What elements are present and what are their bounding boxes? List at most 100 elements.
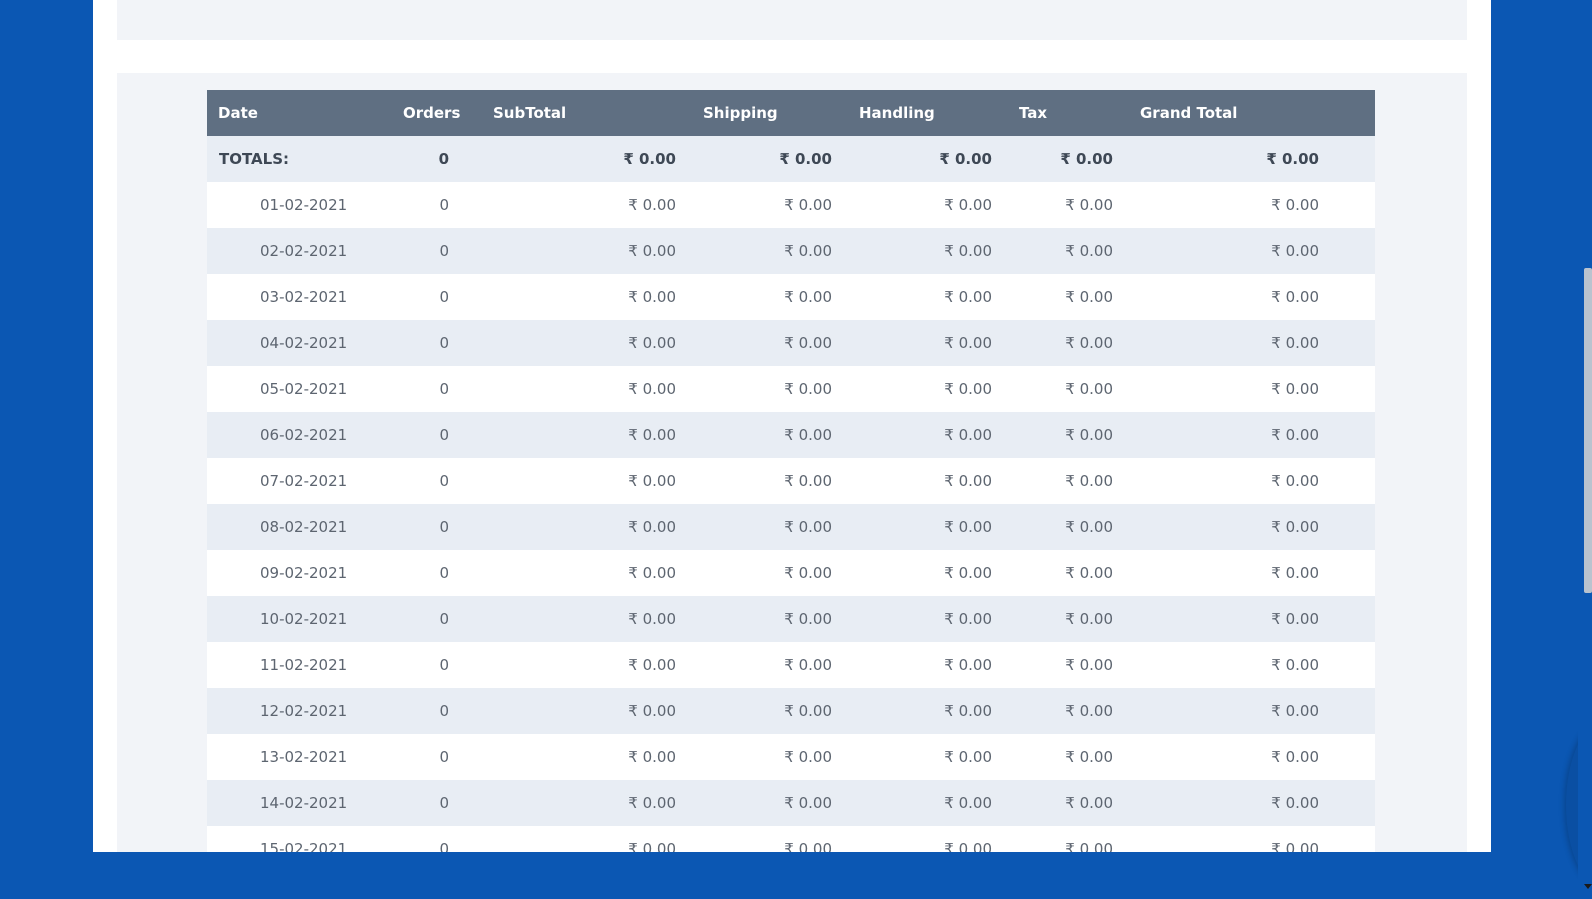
row-handling: ₹ 0.00 <box>848 412 1008 458</box>
totals-orders: 0 <box>392 136 482 182</box>
row-shipping: ₹ 0.00 <box>692 458 848 504</box>
row-tax: ₹ 0.00 <box>1008 642 1129 688</box>
row-handling: ₹ 0.00 <box>848 734 1008 780</box>
row-grand-total: ₹ 0.00 <box>1129 688 1375 734</box>
column-header-tax[interactable]: Tax <box>1008 90 1129 136</box>
scroll-down-arrow-icon[interactable] <box>1584 884 1592 889</box>
row-shipping: ₹ 0.00 <box>692 182 848 228</box>
row-subtotal: ₹ 0.00 <box>482 412 692 458</box>
row-grand-total: ₹ 0.00 <box>1129 228 1375 274</box>
row-grand-total: ₹ 0.00 <box>1129 320 1375 366</box>
row-shipping: ₹ 0.00 <box>692 596 848 642</box>
row-grand-total: ₹ 0.00 <box>1129 412 1375 458</box>
totals-row: TOTALS: 0 ₹ 0.00 ₹ 0.00 ₹ 0.00 ₹ 0.00 ₹ … <box>207 136 1375 182</box>
table-row: 09-02-2021 0 ₹ 0.00 ₹ 0.00 ₹ 0.00 ₹ 0.00 ₹ 0.0… <box>207 550 1375 596</box>
row-tax: ₹ 0.00 <box>1008 320 1129 366</box>
row-subtotal: ₹ 0.00 <box>482 642 692 688</box>
row-handling: ₹ 0.00 <box>848 642 1008 688</box>
table-row: 07-02-2021 0 ₹ 0.00 ₹ 0.00 ₹ 0.00 ₹ 0.00 ₹ 0.0… <box>207 458 1375 504</box>
row-shipping: ₹ 0.00 <box>692 366 848 412</box>
row-orders: 0 <box>392 596 482 642</box>
row-date: 13-02-2021 <box>207 734 392 780</box>
table-row: 05-02-2021 0 ₹ 0.00 ₹ 0.00 ₹ 0.00 ₹ 0.00 ₹ 0.0… <box>207 366 1375 412</box>
row-tax: ₹ 0.00 <box>1008 458 1129 504</box>
row-tax: ₹ 0.00 <box>1008 550 1129 596</box>
row-subtotal: ₹ 0.00 <box>482 550 692 596</box>
row-handling: ₹ 0.00 <box>848 366 1008 412</box>
row-subtotal: ₹ 0.00 <box>482 504 692 550</box>
row-tax: ₹ 0.00 <box>1008 182 1129 228</box>
column-header-grand-total[interactable]: Grand Total <box>1129 90 1375 136</box>
row-date: 05-02-2021 <box>207 366 392 412</box>
row-shipping: ₹ 0.00 <box>692 274 848 320</box>
column-header-orders[interactable]: Orders <box>392 90 482 136</box>
row-orders: 0 <box>392 780 482 826</box>
row-tax: ₹ 0.00 <box>1008 780 1129 826</box>
totals-grand-total: ₹ 0.00 <box>1129 136 1375 182</box>
row-date: 01-02-2021 <box>207 182 392 228</box>
table-row: 04-02-2021 0 ₹ 0.00 ₹ 0.00 ₹ 0.00 ₹ 0.00 ₹ 0.0… <box>207 320 1375 366</box>
row-subtotal: ₹ 0.00 <box>482 826 692 852</box>
row-orders: 0 <box>392 274 482 320</box>
row-orders: 0 <box>392 412 482 458</box>
row-handling: ₹ 0.00 <box>848 458 1008 504</box>
row-orders: 0 <box>392 182 482 228</box>
row-subtotal: ₹ 0.00 <box>482 274 692 320</box>
row-shipping: ₹ 0.00 <box>692 320 848 366</box>
column-header-date[interactable]: Date <box>207 90 392 136</box>
totals-shipping: ₹ 0.00 <box>692 136 848 182</box>
main-content: Date Orders SubTotal Shipping Handling T… <box>93 0 1491 852</box>
row-grand-total: ₹ 0.00 <box>1129 504 1375 550</box>
row-handling: ₹ 0.00 <box>848 182 1008 228</box>
totals-label: TOTALS: <box>207 136 392 182</box>
row-handling: ₹ 0.00 <box>848 274 1008 320</box>
column-header-shipping[interactable]: Shipping <box>692 90 848 136</box>
table-row: 14-02-2021 0 ₹ 0.00 ₹ 0.00 ₹ 0.00 ₹ 0.00 ₹ 0.0… <box>207 780 1375 826</box>
row-grand-total: ₹ 0.00 <box>1129 366 1375 412</box>
row-date: 03-02-2021 <box>207 274 392 320</box>
top-panel <box>117 0 1467 40</box>
row-grand-total: ₹ 0.00 <box>1129 642 1375 688</box>
row-orders: 0 <box>392 504 482 550</box>
row-shipping: ₹ 0.00 <box>692 228 848 274</box>
row-handling: ₹ 0.00 <box>848 780 1008 826</box>
row-shipping: ₹ 0.00 <box>692 412 848 458</box>
column-header-subtotal[interactable]: SubTotal <box>482 90 692 136</box>
row-grand-total: ₹ 0.00 <box>1129 458 1375 504</box>
row-date: 10-02-2021 <box>207 596 392 642</box>
row-shipping: ₹ 0.00 <box>692 734 848 780</box>
row-grand-total: ₹ 0.00 <box>1129 826 1375 852</box>
row-tax: ₹ 0.00 <box>1008 734 1129 780</box>
table-row: 03-02-2021 0 ₹ 0.00 ₹ 0.00 ₹ 0.00 ₹ 0.00 ₹ 0.0… <box>207 274 1375 320</box>
row-orders: 0 <box>392 642 482 688</box>
row-orders: 0 <box>392 826 482 852</box>
totals-subtotal: ₹ 0.00 <box>482 136 692 182</box>
table-row: 12-02-2021 0 ₹ 0.00 ₹ 0.00 ₹ 0.00 ₹ 0.00 ₹ 0.0… <box>207 688 1375 734</box>
row-grand-total: ₹ 0.00 <box>1129 274 1375 320</box>
row-orders: 0 <box>392 366 482 412</box>
row-subtotal: ₹ 0.00 <box>482 596 692 642</box>
row-date: 09-02-2021 <box>207 550 392 596</box>
row-tax: ₹ 0.00 <box>1008 826 1129 852</box>
table-row: 13-02-2021 0 ₹ 0.00 ₹ 0.00 ₹ 0.00 ₹ 0.00 ₹ 0.0… <box>207 734 1375 780</box>
row-orders: 0 <box>392 550 482 596</box>
row-tax: ₹ 0.00 <box>1008 412 1129 458</box>
row-date: 15-02-2021 <box>207 826 392 852</box>
sales-report-table: Date Orders SubTotal Shipping Handling T… <box>207 90 1375 852</box>
row-subtotal: ₹ 0.00 <box>482 458 692 504</box>
row-date: 04-02-2021 <box>207 320 392 366</box>
row-date: 02-02-2021 <box>207 228 392 274</box>
scrollbar-thumb[interactable] <box>1584 268 1592 593</box>
row-grand-total: ₹ 0.00 <box>1129 182 1375 228</box>
row-date: 06-02-2021 <box>207 412 392 458</box>
row-orders: 0 <box>392 458 482 504</box>
row-tax: ₹ 0.00 <box>1008 228 1129 274</box>
table-row: 11-02-2021 0 ₹ 0.00 ₹ 0.00 ₹ 0.00 ₹ 0.00 ₹ 0.0… <box>207 642 1375 688</box>
row-tax: ₹ 0.00 <box>1008 366 1129 412</box>
row-grand-total: ₹ 0.00 <box>1129 596 1375 642</box>
column-header-handling[interactable]: Handling <box>848 90 1008 136</box>
row-handling: ₹ 0.00 <box>848 320 1008 366</box>
row-subtotal: ₹ 0.00 <box>482 780 692 826</box>
totals-tax: ₹ 0.00 <box>1008 136 1129 182</box>
row-handling: ₹ 0.00 <box>848 504 1008 550</box>
